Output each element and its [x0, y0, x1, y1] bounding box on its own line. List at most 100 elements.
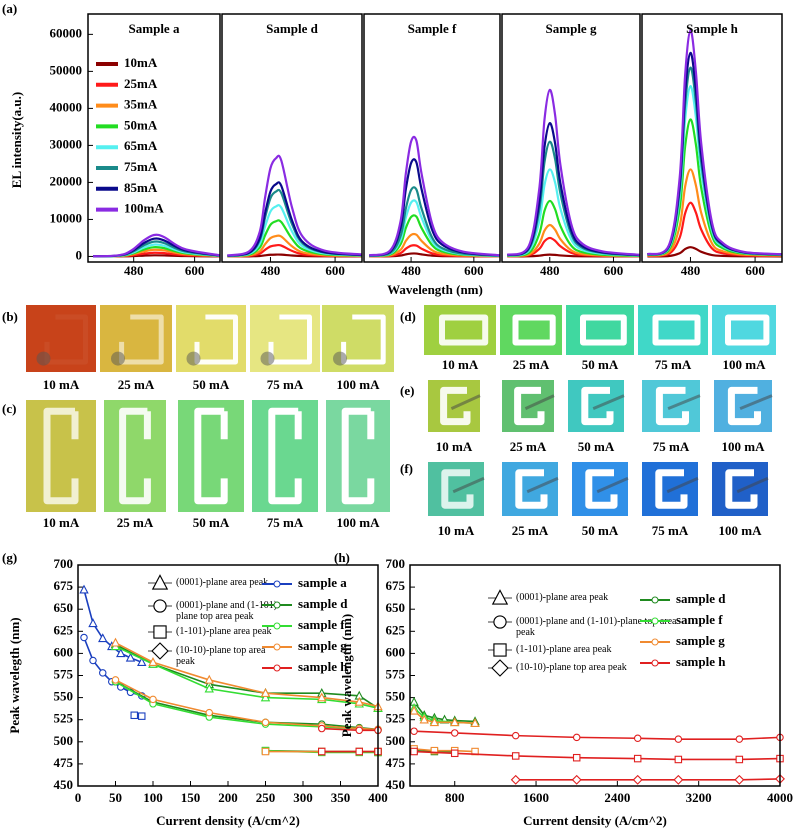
x-tick-label: 480 — [401, 263, 421, 278]
led-glow — [655, 386, 689, 426]
y-tick-label: 10000 — [50, 210, 83, 225]
photo-caption: 25 mA — [513, 357, 550, 372]
photo-caption: 25 mA — [118, 377, 155, 392]
marker — [491, 589, 509, 605]
x-tick-label: 600 — [464, 263, 484, 278]
photo-caption: 25 mA — [117, 515, 154, 530]
marker — [491, 659, 509, 677]
spectrum-line — [227, 219, 362, 258]
x-tick-label: 600 — [604, 263, 624, 278]
y-tick-label: 625 — [54, 622, 74, 637]
y-tick-label: 525 — [54, 711, 74, 726]
probe — [452, 476, 485, 494]
probe — [666, 476, 699, 494]
spectrum-line — [506, 88, 640, 256]
spectrum-line — [507, 168, 640, 257]
led-pad — [260, 351, 275, 366]
y-tick-label: 475 — [386, 755, 406, 770]
y-tick-label: 20000 — [50, 173, 83, 188]
probe — [667, 394, 701, 410]
panel-title: Sample h — [686, 21, 738, 36]
x-tick-label: 400 — [368, 790, 388, 805]
legend-label: 100mA — [124, 201, 164, 216]
marker — [149, 695, 157, 704]
photo-caption: 10 mA — [43, 515, 80, 530]
marker — [429, 717, 440, 727]
spectrum-line — [507, 223, 640, 258]
marker — [633, 754, 642, 763]
y-tick-label: 600 — [386, 644, 406, 659]
photo-caption: 75 mA — [653, 439, 690, 454]
legend-marker — [273, 601, 281, 609]
series-line — [414, 730, 781, 740]
panel-label: (h) — [334, 550, 350, 565]
marker — [137, 657, 147, 666]
legend-label: (1-101)-plane area peak — [516, 644, 612, 655]
marker — [125, 652, 136, 662]
marker — [510, 774, 521, 785]
y-tick-label: 675 — [54, 578, 74, 593]
legend-label: sample g — [298, 638, 347, 653]
y-tick-label: 500 — [386, 733, 406, 748]
marker — [317, 724, 326, 733]
probe — [739, 394, 773, 410]
y-tick-label: 675 — [386, 578, 406, 593]
marker — [450, 729, 459, 737]
y-tick-label: 600 — [54, 644, 74, 659]
y-axis-label: EL intensity(a.u.) — [9, 92, 24, 188]
x-tick-label: 200 — [218, 790, 238, 805]
y-tick-label: 0 — [76, 247, 83, 262]
legend-label: sample f — [676, 612, 723, 627]
legend-marker — [273, 580, 281, 588]
marker — [572, 733, 581, 742]
led-pad — [111, 351, 125, 366]
spectrum-line — [369, 214, 500, 258]
marker — [735, 735, 744, 743]
marker — [470, 718, 480, 727]
led-glow — [585, 469, 618, 509]
panel-label: (a) — [2, 1, 17, 16]
y-tick-label: 475 — [54, 755, 74, 770]
marker — [204, 683, 214, 693]
series-line — [515, 778, 781, 781]
led-glow — [725, 314, 770, 346]
marker — [111, 676, 120, 684]
y-axis-label: Peak wavelegth (nm) — [7, 617, 22, 733]
marker — [430, 746, 439, 755]
x-tick-label: 480 — [261, 263, 281, 278]
marker — [98, 633, 108, 643]
legend-label: (0001)-plane area peak — [176, 577, 269, 588]
legend-text-box: (0001)-plane and (1-101)-plane top area … — [516, 616, 677, 638]
legend-label: (0001)-plane and (1-101)-plane top area … — [516, 616, 677, 638]
led-pad — [333, 351, 347, 366]
legend-text-box: (10-10)-plane top area peak — [176, 645, 265, 667]
marker — [355, 747, 363, 756]
legend-label: 85mA — [124, 180, 158, 195]
legend-label: 10mA — [124, 55, 158, 70]
legend-text-box: (0001)-plane area peak — [176, 577, 269, 588]
spectrum-line — [647, 118, 782, 257]
x-tick-label: 600 — [745, 263, 765, 278]
legend-text-box: (10-10)-plane top area peak — [516, 662, 627, 673]
photo-caption: 50 mA — [578, 439, 615, 454]
x-axis-label: Current density (A/cm^2) — [523, 813, 667, 828]
plot-frame — [501, 13, 641, 263]
led-glow — [655, 469, 688, 509]
x-tick-label: 1600 — [523, 790, 549, 805]
panel-label: (c) — [2, 401, 16, 416]
plot-frame — [77, 564, 379, 787]
led-glow — [194, 407, 228, 505]
photo-caption: 50 mA — [193, 377, 230, 392]
led-glow — [119, 407, 151, 505]
marker — [261, 747, 270, 756]
marker — [110, 637, 121, 647]
photo-caption: 50 mA — [582, 523, 619, 538]
photo-caption: 25 mA — [512, 523, 549, 538]
spectrum-line — [369, 199, 500, 257]
photo-caption: 100 mA — [719, 523, 763, 538]
marker — [673, 774, 684, 785]
spectrum-line — [506, 122, 640, 257]
led-glow — [515, 469, 548, 509]
legend-label: sample h — [298, 659, 348, 674]
led-glow — [652, 314, 701, 346]
